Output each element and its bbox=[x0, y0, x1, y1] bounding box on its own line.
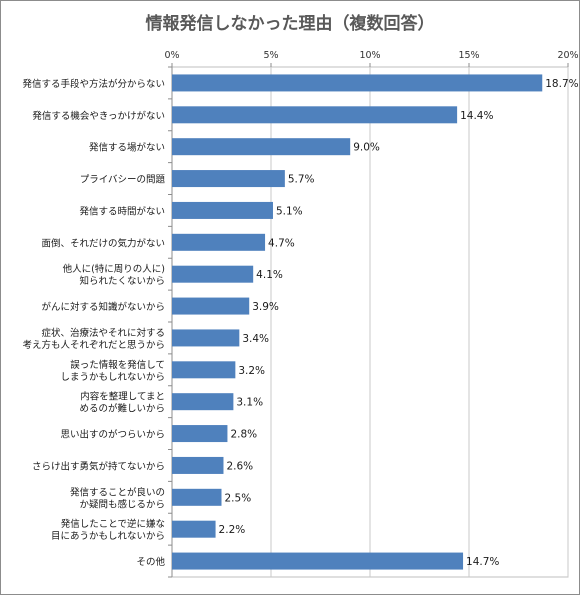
x-tick-label: 20% bbox=[557, 50, 578, 61]
category-label: 発信する時間がない bbox=[79, 205, 165, 217]
data-label: 18.7% bbox=[545, 78, 578, 90]
data-label: 2.8% bbox=[230, 429, 257, 441]
bar bbox=[172, 425, 228, 443]
category-label: がんに対する知識がないから bbox=[41, 301, 165, 313]
data-label: 5.7% bbox=[288, 174, 315, 186]
category-label: プライバシーの問題 bbox=[80, 175, 166, 186]
bar bbox=[172, 265, 254, 283]
bar bbox=[172, 201, 273, 219]
bar bbox=[172, 74, 543, 92]
category-label: さらけ出す勇気が持てないから bbox=[32, 460, 165, 472]
bar bbox=[172, 233, 266, 251]
chart-title: 情報発信しなかった理由（複数回答） bbox=[145, 14, 435, 34]
x-tick-label: 10% bbox=[359, 50, 380, 61]
category-label: 発信する場がない bbox=[89, 142, 165, 154]
data-label: 5.1% bbox=[276, 205, 303, 217]
category-label: しまうかもしれないから bbox=[60, 372, 165, 383]
category-label: 思い出すのがつらいから bbox=[60, 429, 165, 441]
bar bbox=[172, 520, 216, 538]
bar bbox=[172, 456, 224, 474]
data-label: 2.5% bbox=[225, 492, 252, 504]
category-label: その他 bbox=[136, 556, 165, 568]
category-label: 発信する機会やきっかけがない bbox=[32, 110, 165, 122]
category-label: 他人に(特に周りの人に) bbox=[63, 263, 165, 275]
data-label: 3.2% bbox=[238, 365, 265, 377]
data-label: 3.1% bbox=[236, 397, 263, 409]
category-label: 知られたくないから bbox=[79, 275, 165, 287]
x-tick-label: 0% bbox=[164, 50, 179, 61]
data-label: 14.7% bbox=[466, 556, 499, 568]
data-label: 2.6% bbox=[226, 460, 253, 472]
category-label: 症状、治療法やそれに対する bbox=[41, 327, 165, 339]
bar bbox=[172, 361, 236, 379]
category-label: 内容を整理してまと bbox=[80, 391, 165, 403]
category-label: 誤った情報を発信して bbox=[70, 359, 165, 371]
category-label: 考え方も人それぞれだと思うから bbox=[22, 339, 165, 351]
bar bbox=[172, 552, 464, 570]
x-tick-label: 5% bbox=[263, 50, 278, 61]
data-label: 4.1% bbox=[256, 269, 283, 281]
x-tick-label: 15% bbox=[458, 50, 479, 61]
bar bbox=[172, 138, 351, 156]
category-label: 面倒、それだけの気力がない bbox=[41, 237, 165, 249]
data-label: 9.0% bbox=[353, 142, 380, 154]
data-label: 2.2% bbox=[219, 524, 246, 536]
bar bbox=[172, 106, 458, 124]
bar bbox=[172, 297, 250, 315]
bar bbox=[172, 170, 285, 188]
data-label: 14.4% bbox=[460, 110, 493, 122]
data-label: 3.4% bbox=[242, 333, 269, 345]
bar bbox=[172, 393, 234, 411]
category-label: 発信したことで逆に嫌な bbox=[61, 518, 165, 530]
category-label: 目にあうかもしれないから bbox=[51, 531, 165, 542]
bar bbox=[172, 488, 222, 506]
category-label: めるのが難しいから bbox=[79, 403, 165, 415]
data-label: 3.9% bbox=[252, 301, 279, 313]
category-label: 発信することが良いの bbox=[70, 486, 165, 498]
category-label: か疑問も感じるから bbox=[79, 498, 165, 510]
data-label: 4.7% bbox=[268, 237, 295, 249]
category-label: 発信する手段や方法が分からない bbox=[22, 78, 165, 90]
bar bbox=[172, 329, 240, 347]
